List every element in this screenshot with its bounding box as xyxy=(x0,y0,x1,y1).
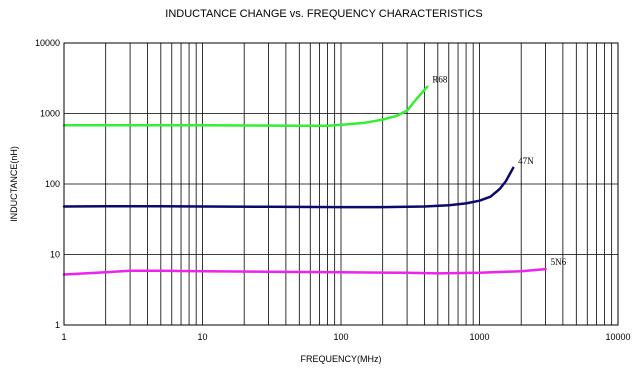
plot-frame xyxy=(63,42,619,326)
y-tick-label: 10 xyxy=(50,250,60,260)
x-tick-label: 100 xyxy=(333,332,348,342)
series-group xyxy=(62,85,547,276)
grid xyxy=(64,43,618,325)
y-tick-label: 1 xyxy=(55,320,60,330)
y-tick-label: 100 xyxy=(45,179,60,189)
series-line-r68 xyxy=(62,85,429,128)
x-axis-label: FREQUENCY(MHz) xyxy=(301,354,382,364)
x-tick-label: 10000 xyxy=(605,332,630,342)
series-line-5n6 xyxy=(62,267,547,276)
series-label-47n: 47N xyxy=(518,156,534,166)
y-tick-label: 10000 xyxy=(35,38,60,48)
series-line-47n xyxy=(62,166,515,209)
x-tick-label: 1000 xyxy=(469,332,489,342)
series-label-5n6: 5N6 xyxy=(551,257,567,267)
x-tick-label: 10 xyxy=(197,332,207,342)
y-tick-label: 1000 xyxy=(40,109,60,119)
tick-labels: 1 10 100 1000 10000 1 10 100 1000 10000 xyxy=(35,38,631,342)
chart-title: INDUCTANCE CHANGE vs. FREQUENCY CHARACTE… xyxy=(165,8,482,20)
series-label-r68: R68 xyxy=(432,75,448,85)
x-tick-label: 1 xyxy=(61,332,66,342)
y-axis-label: INDUCTANCE(nH) xyxy=(9,146,19,222)
series-labels: R68 47N 5N6 xyxy=(432,75,566,267)
